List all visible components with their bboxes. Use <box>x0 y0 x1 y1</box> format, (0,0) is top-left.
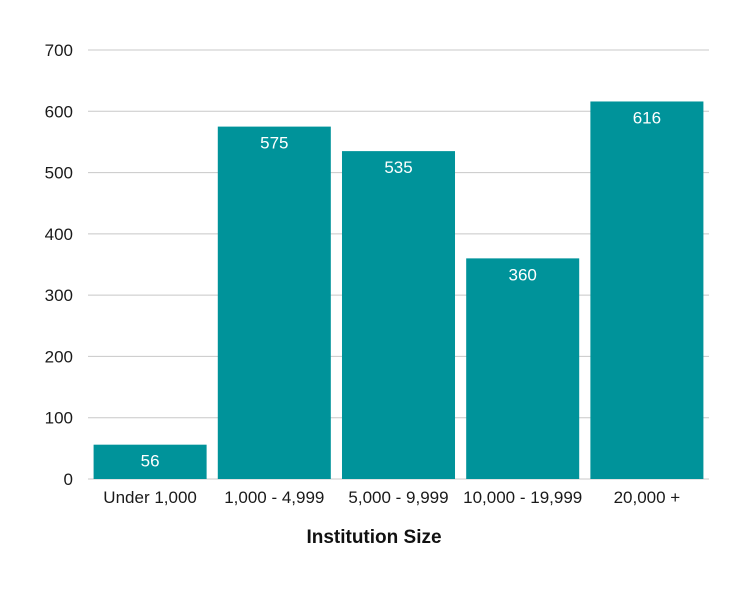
x-category-label: 5,000 - 9,999 <box>348 488 448 507</box>
data-label: 535 <box>384 158 412 177</box>
y-tick-label: 400 <box>45 225 73 244</box>
x-category-label: 10,000 - 19,999 <box>463 488 582 507</box>
data-label: 575 <box>260 134 288 153</box>
y-tick-label: 600 <box>45 102 73 121</box>
y-tick-label: 300 <box>45 286 73 305</box>
bar-2 <box>341 151 456 479</box>
bar-1 <box>217 126 331 479</box>
x-axis-title: Institution Size <box>306 527 441 548</box>
x-category-label: Under 1,000 <box>103 488 197 507</box>
data-label: 360 <box>509 265 537 284</box>
data-label: 616 <box>633 108 661 127</box>
x-category-label: 20,000 + <box>614 488 681 507</box>
y-tick-label: 0 <box>64 470 73 489</box>
bar-3 <box>466 258 580 479</box>
y-tick-label: 500 <box>45 164 73 183</box>
data-label: 56 <box>141 452 160 471</box>
y-axis-ticks: 0 100 200 300 400 500 600 700 <box>45 41 73 489</box>
y-tick-label: 100 <box>45 409 73 428</box>
x-category-label: 1,000 - 4,999 <box>224 488 324 507</box>
y-tick-label: 200 <box>45 347 73 366</box>
bars: 56 575 535 360 616 <box>93 101 704 479</box>
bar-0 <box>93 444 207 479</box>
y-tick-label: 700 <box>45 41 73 60</box>
x-axis-categories: Under 1,000 1,000 - 4,999 5,000 - 9,999 10,… <box>103 488 680 507</box>
bar-4 <box>590 101 704 479</box>
